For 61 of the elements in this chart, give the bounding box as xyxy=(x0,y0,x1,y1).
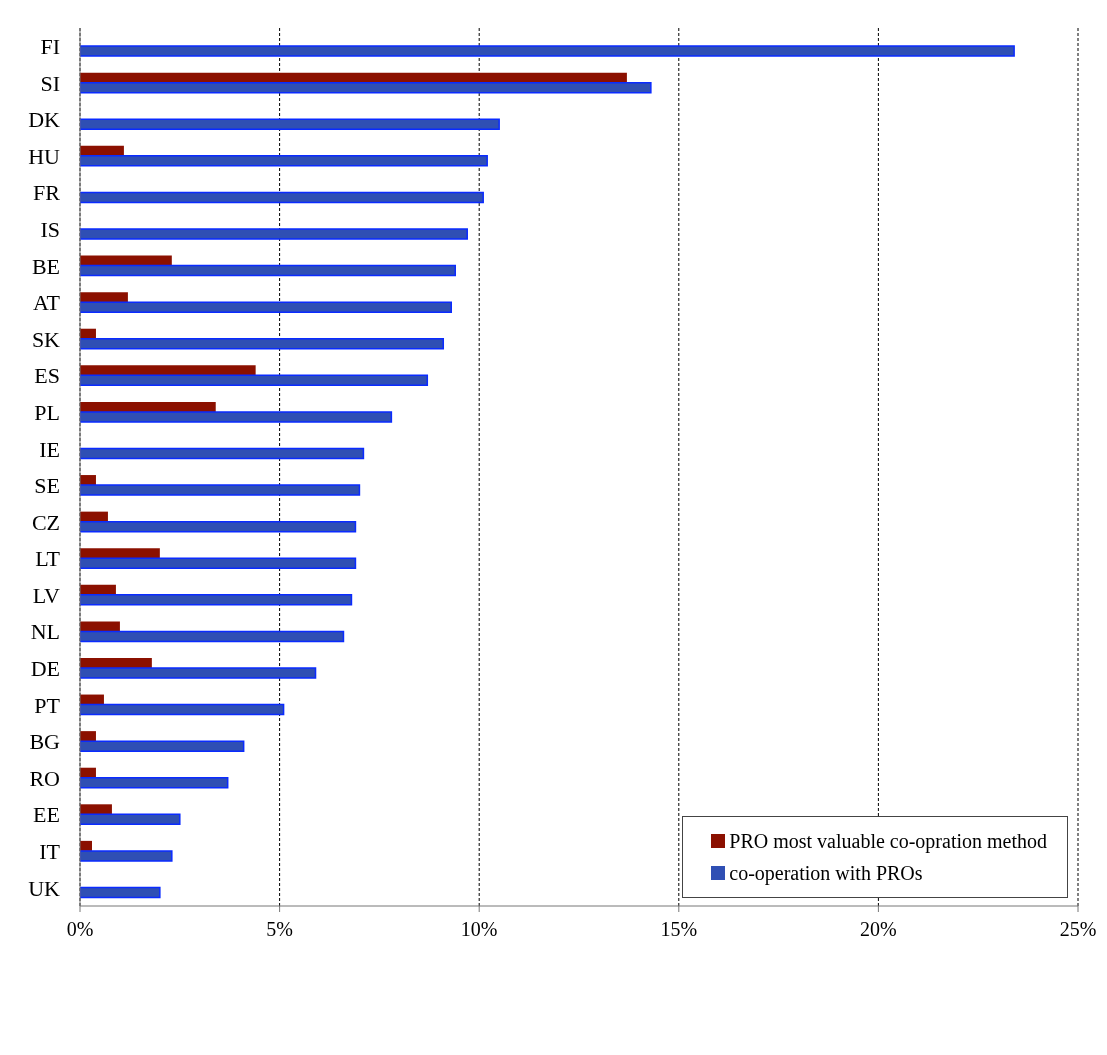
bar xyxy=(80,594,353,606)
y-tick-label: IT xyxy=(39,838,61,864)
bar xyxy=(80,447,365,460)
bar xyxy=(80,776,229,789)
y-tick-label: DE xyxy=(30,656,60,682)
bar xyxy=(80,191,484,204)
bar xyxy=(80,155,488,167)
y-tick-label: NL xyxy=(30,619,60,645)
y-tick-label: AT xyxy=(33,290,61,316)
bar xyxy=(80,740,245,752)
bar xyxy=(80,411,393,423)
x-tick-label: 0% xyxy=(66,918,94,941)
y-tick-label: RO xyxy=(29,765,60,791)
bar xyxy=(80,484,361,496)
bar xyxy=(80,45,1015,57)
bar xyxy=(80,557,357,569)
y-tick-label: ES xyxy=(34,363,60,389)
bar xyxy=(80,813,181,826)
y-tick-label: SK xyxy=(31,326,61,352)
bar xyxy=(80,630,345,643)
y-tick-label: PL xyxy=(34,399,60,425)
y-tick-label: DK xyxy=(28,107,61,133)
bar xyxy=(80,228,468,240)
y-tick-label: IE xyxy=(39,436,60,462)
bar xyxy=(80,667,317,679)
y-tick-label: FI xyxy=(40,34,60,60)
x-tick-label: 5% xyxy=(266,918,293,941)
bar xyxy=(80,401,216,412)
x-tick-label: 10% xyxy=(460,918,498,941)
y-tick-label: IS xyxy=(40,217,60,243)
x-tick-label: 20% xyxy=(860,918,897,941)
bar xyxy=(80,337,445,350)
legend-label: co-operation with PROs xyxy=(729,861,923,885)
bar xyxy=(80,365,256,376)
bar xyxy=(80,703,285,716)
y-tick-label: EE xyxy=(33,802,60,828)
y-tick-label: FR xyxy=(33,180,61,206)
bar xyxy=(80,81,652,94)
y-tick-label: LV xyxy=(32,582,61,608)
bar xyxy=(80,520,357,533)
y-tick-label: SI xyxy=(40,70,60,96)
y-tick-label: BE xyxy=(31,253,60,279)
x-tick-label: 15% xyxy=(660,918,698,941)
bar xyxy=(80,804,112,815)
bar xyxy=(80,118,500,130)
bar xyxy=(80,301,453,313)
bar xyxy=(80,621,120,632)
y-tick-label: UK xyxy=(28,875,61,901)
legend-label: PRO most valuable co-opration method xyxy=(729,829,1047,853)
bar xyxy=(80,374,429,387)
y-tick-label: SE xyxy=(34,473,60,499)
y-tick-label: CZ xyxy=(31,509,60,535)
y-tick-label: HU xyxy=(28,143,61,169)
y-tick-label: PT xyxy=(34,692,61,718)
bar xyxy=(80,72,627,83)
y-tick-label: LT xyxy=(35,546,61,572)
bar xyxy=(80,264,456,277)
bar xyxy=(80,886,161,899)
bar xyxy=(80,850,173,862)
x-tick-label: 25% xyxy=(1059,918,1097,941)
y-tick-label: BG xyxy=(29,729,61,755)
